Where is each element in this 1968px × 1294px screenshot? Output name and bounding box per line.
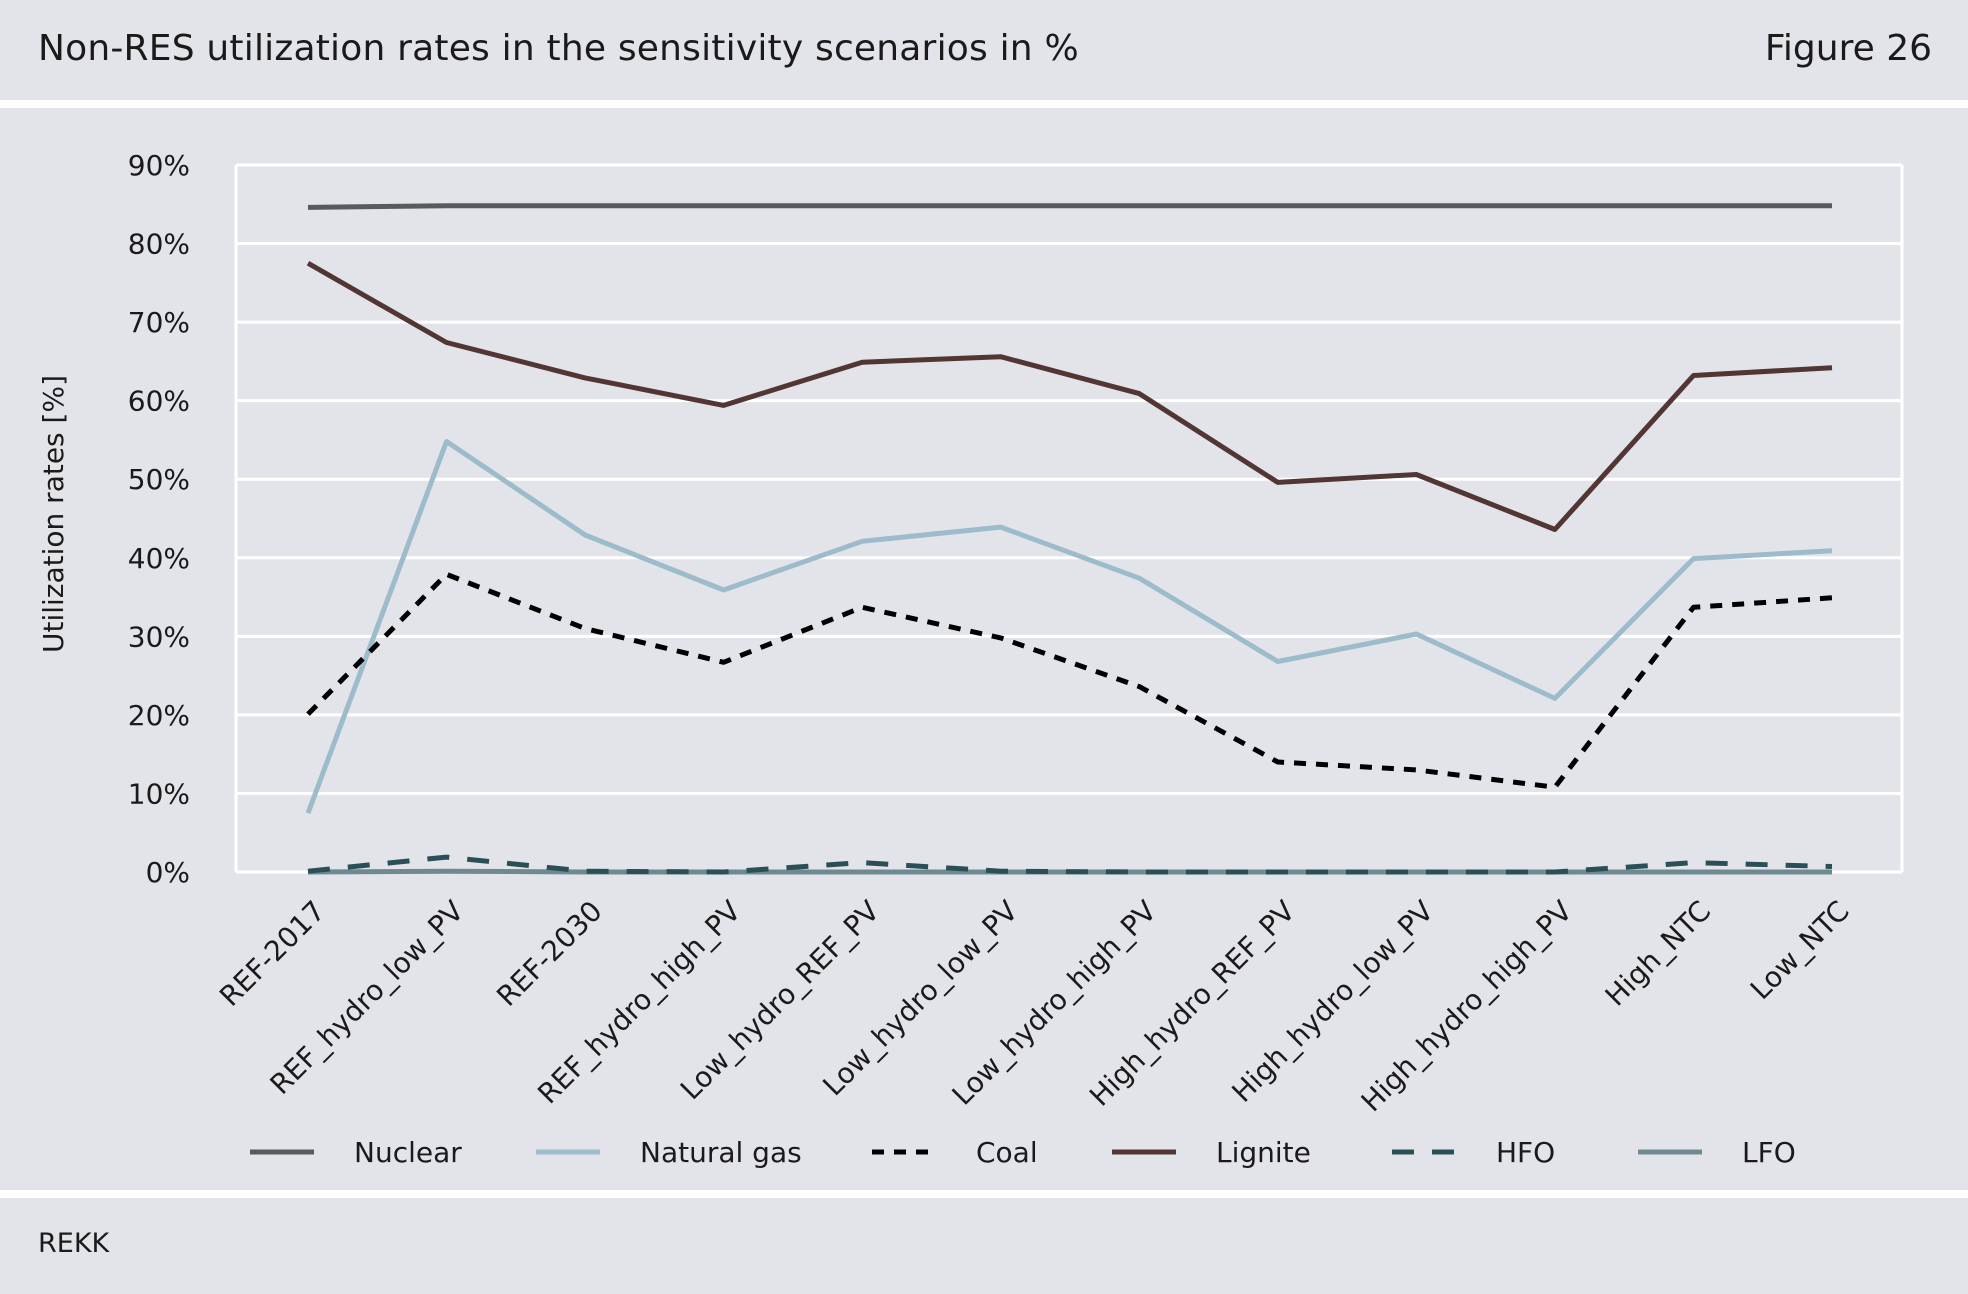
chart-panel: [0, 108, 1968, 1190]
source-note: REKK: [38, 1228, 110, 1259]
legend-label: HFO: [1496, 1136, 1555, 1169]
footer-panel: [0, 1198, 1968, 1294]
y-axis-title: Utilization rates [%]: [37, 375, 70, 653]
series-line-nuclear: [307, 203, 1832, 210]
legend-label: Nuclear: [354, 1136, 462, 1169]
x-category-label: High_NTC: [1599, 894, 1717, 1012]
header-panel: [0, 0, 1968, 100]
legend-label: Natural gas: [640, 1136, 802, 1169]
y-tick-label: 10%: [128, 777, 190, 810]
gridlines: [234, 163, 1904, 874]
legend: Nuclear Natural gas Coal Lignite HFO LFO: [250, 1136, 1796, 1169]
legend-label: LFO: [1742, 1136, 1796, 1169]
series-lines: [305, 203, 1833, 875]
y-tick-label: 0%: [146, 856, 190, 889]
y-tick-label: 80%: [128, 228, 190, 261]
y-tick-label: 90%: [128, 149, 190, 182]
series-line-lignite: [306, 261, 1833, 532]
legend-label: Lignite: [1216, 1136, 1311, 1169]
y-tick-label: 50%: [128, 463, 190, 496]
y-tick-label: 20%: [128, 699, 190, 732]
y-tick-label: 40%: [128, 542, 190, 575]
x-category-label: REF-2030: [490, 894, 609, 1013]
y-tick-label: 60%: [128, 385, 190, 418]
figure-number: Figure 26: [1764, 28, 1932, 69]
series-line-hfo: [307, 854, 1833, 875]
x-category-label: REF-2017: [213, 894, 332, 1013]
y-tick-label: 70%: [128, 306, 190, 339]
y-tick-label: 30%: [128, 620, 190, 653]
y-axis-tick-labels: 0% 10% 20% 30% 40% 50% 60% 70% 80% 90%: [128, 149, 190, 889]
series-line-coal: [306, 571, 1833, 790]
series-line-natural-gas: [305, 439, 1833, 814]
x-category-label: Low_NTC: [1744, 894, 1856, 1006]
legend-label: Coal: [976, 1136, 1038, 1169]
figure-title: Non-RES utilization rates in the sensiti…: [38, 28, 1079, 69]
